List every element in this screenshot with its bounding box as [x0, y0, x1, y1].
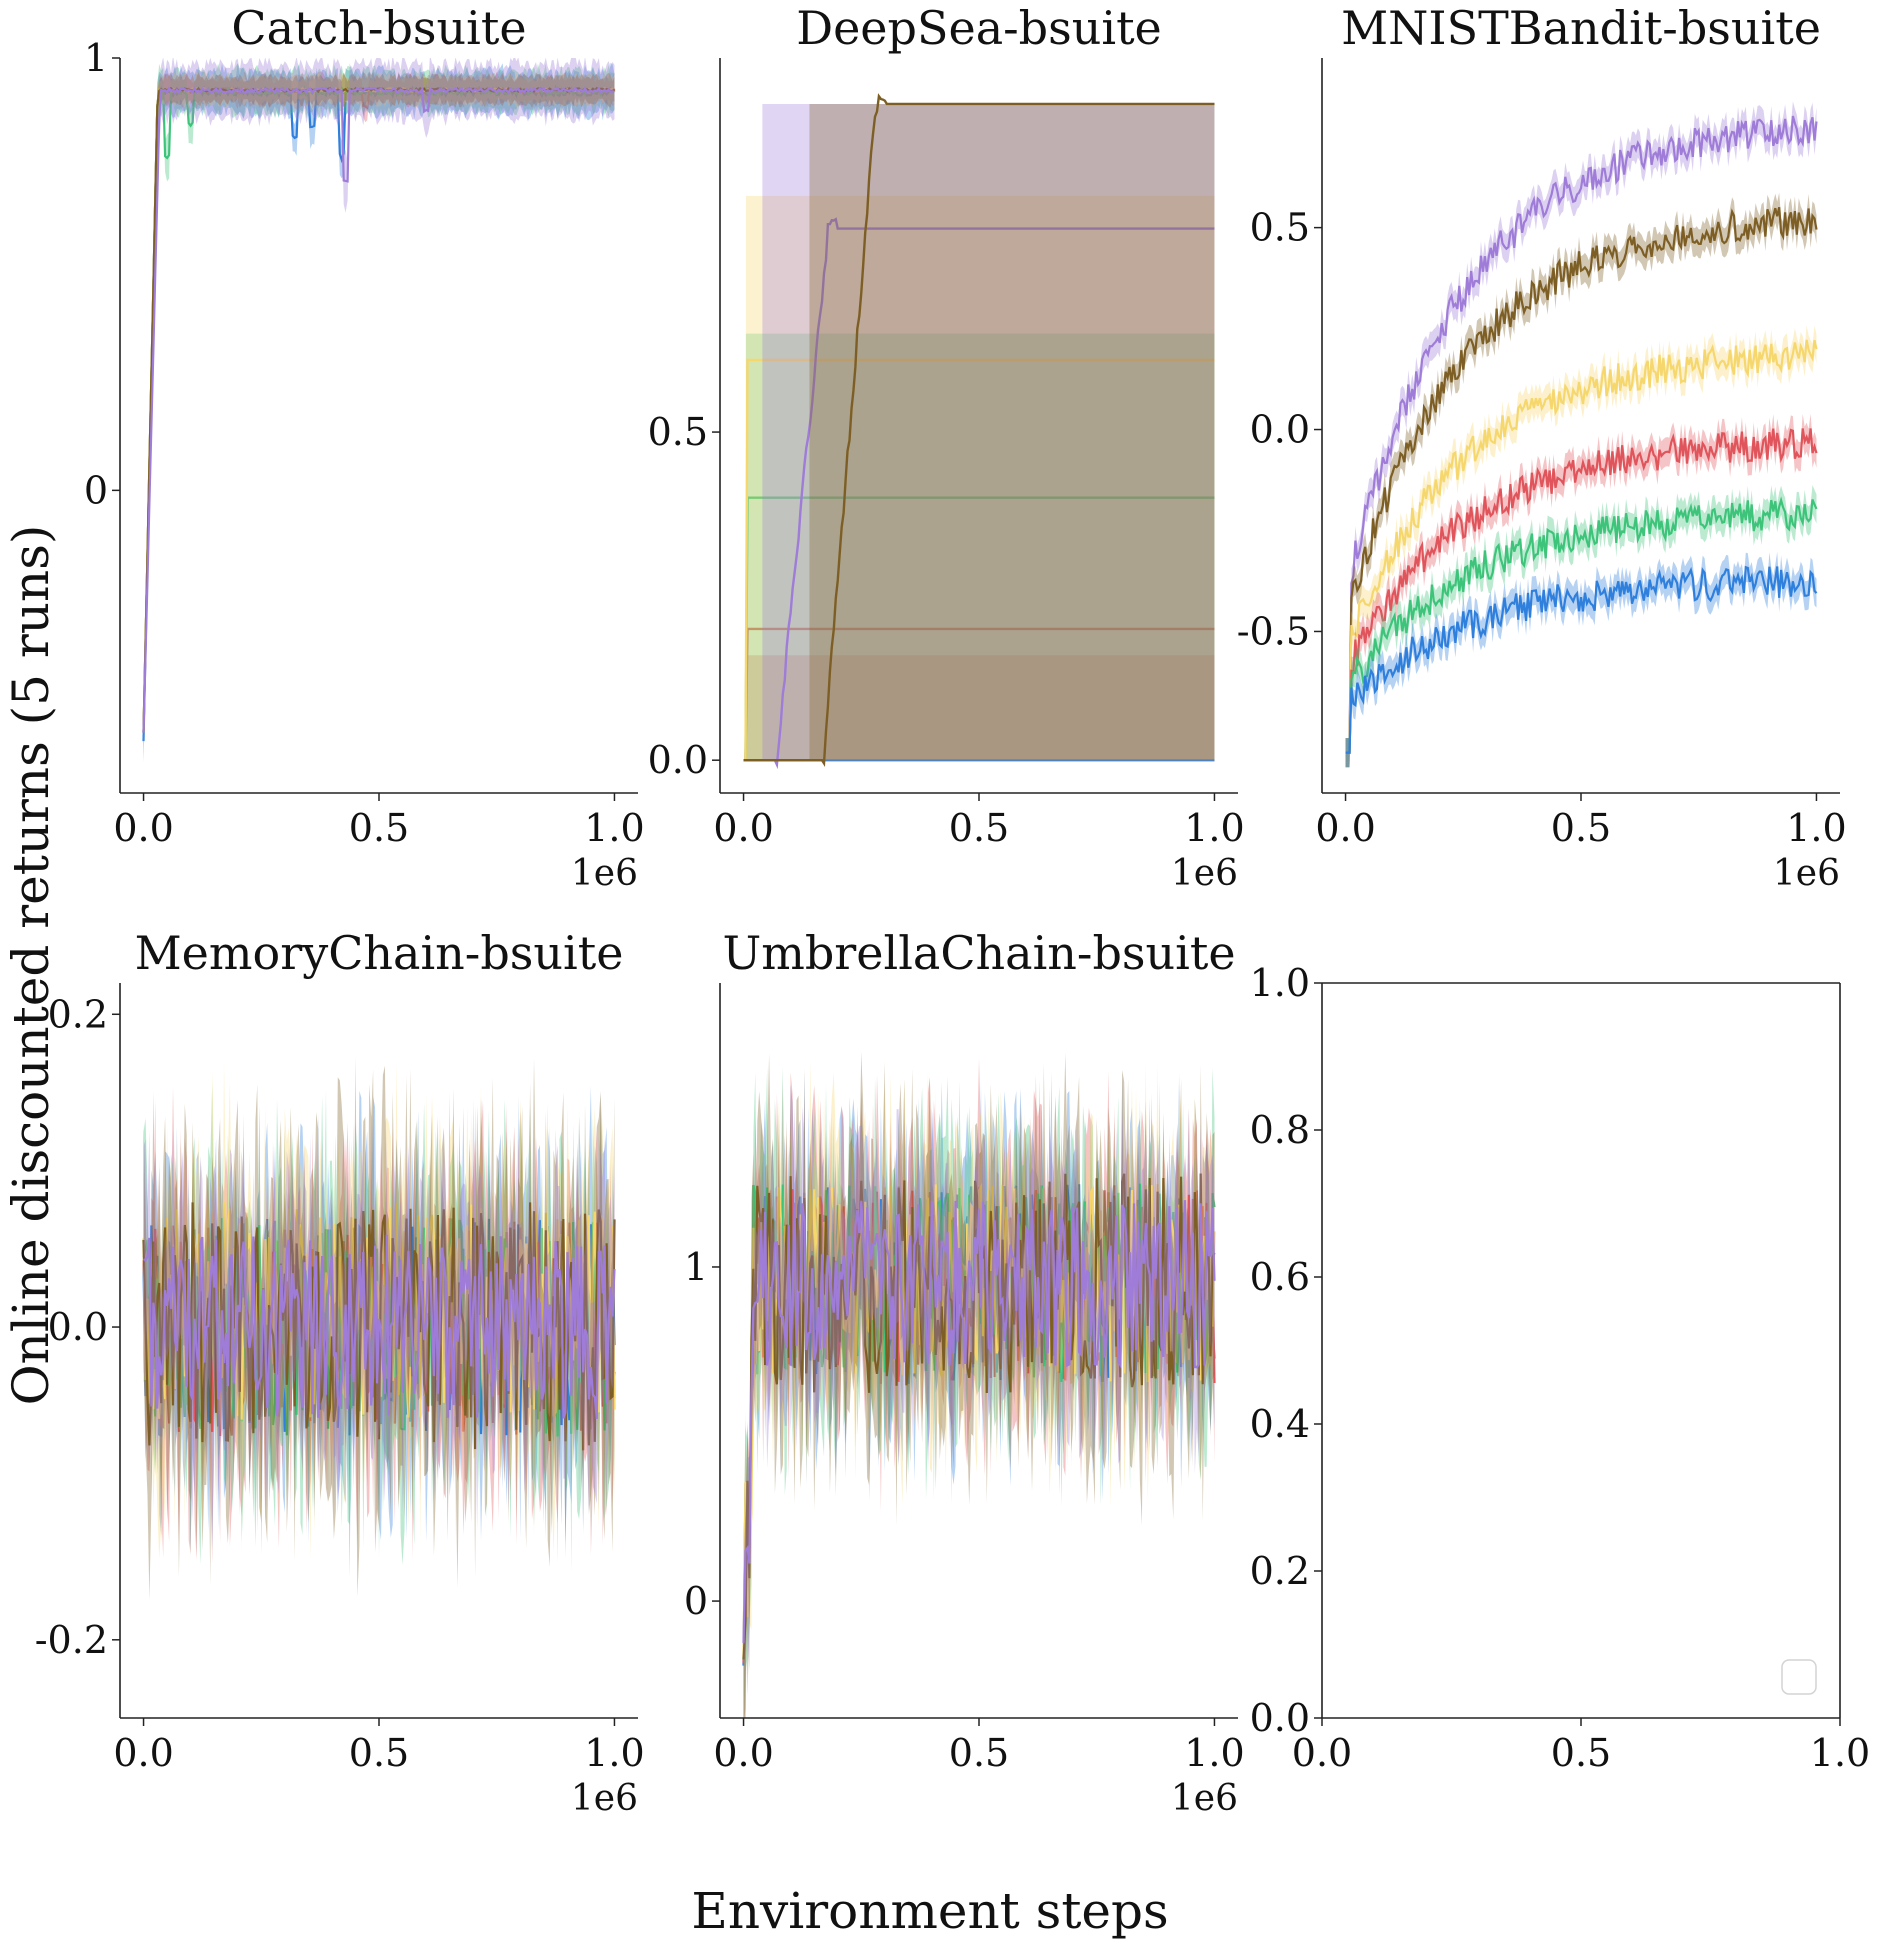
x-tick-label-empty: 0.5: [1551, 1731, 1611, 1775]
y-tick-label-memorychain: 0.0: [48, 1305, 108, 1349]
x-tick-label-catch: 0.5: [349, 806, 409, 850]
series-mnistbandit-green: [1345, 496, 1818, 754]
y-tick-label-empty: 0.0: [1250, 1696, 1310, 1740]
band-deepsea-purple: [762, 103, 1215, 761]
plot-area-memorychain: [142, 1056, 616, 1601]
y-tick-label-mnistbandit: -0.5: [1237, 609, 1310, 653]
series-catch-blue: [142, 84, 616, 742]
panel-title-umbrellachain: UmbrellaChain-bsuite: [722, 926, 1235, 980]
band-mnistbandit-yellow: [1345, 325, 1817, 768]
y-tick-label-catch: 0: [84, 468, 108, 512]
series-catch-red: [142, 86, 616, 733]
x-multiplier-mnistbandit: 1e6: [1773, 853, 1840, 894]
x-tick-label-deepsea: 1.0: [1184, 806, 1244, 850]
panel-title-deepsea: DeepSea-bsuite: [796, 1, 1162, 55]
y-tick-label-mnistbandit: 0.0: [1250, 408, 1310, 452]
figure-ylabel: Online discounted returns (5 runs): [2, 525, 60, 1406]
panel-title-catch: Catch-bsuite: [231, 1, 526, 55]
x-multiplier-catch: 1e6: [571, 853, 638, 894]
y-tick-label-umbrellachain: 0: [684, 1579, 708, 1623]
plot-area-mnistbandit: [1345, 101, 1818, 768]
y-tick-label-deepsea: 0.0: [648, 738, 708, 782]
band-deepsea-brown: [809, 103, 1215, 761]
y-tick-label-empty: 0.6: [1250, 1255, 1310, 1299]
series-deepsea-brown: [743, 93, 1215, 768]
plot-area-catch: [142, 58, 616, 763]
legend-box: [1781, 1659, 1817, 1695]
series-deepsea-red: [743, 627, 1215, 762]
y-tick-label-empty: 0.8: [1250, 1108, 1310, 1152]
plot-area-umbrellachain: [742, 1051, 1216, 1718]
panel-title-mnistbandit: MNISTBandit-bsuite: [1341, 1, 1821, 55]
series-mnistbandit-yellow: [1345, 339, 1818, 754]
x-multiplier-deepsea: 1e6: [1171, 853, 1238, 894]
y-tick-label-deepsea: 0.5: [648, 410, 708, 454]
y-tick-label-memorychain: -0.2: [35, 1618, 108, 1662]
plot-area-deepsea: [743, 93, 1215, 770]
x-tick-label-mnistbandit: 0.5: [1551, 806, 1611, 850]
panel-title-memorychain: MemoryChain-bsuite: [135, 926, 624, 980]
y-tick-label-memorychain: 0.2: [48, 992, 108, 1036]
x-tick-label-memorychain: 0.0: [113, 1731, 173, 1775]
x-tick-label-mnistbandit: 1.0: [1786, 806, 1846, 850]
series-catch-yellow: [142, 86, 616, 733]
x-tick-label-empty: 0.0: [1292, 1731, 1352, 1775]
band-catch-green: [143, 63, 615, 754]
x-tick-label-mnistbandit: 0.0: [1315, 806, 1375, 850]
band-catch-purple: [143, 58, 615, 762]
series-deepsea-green: [743, 496, 1215, 762]
panel-empty: 0.0 0.5 1.0 0.0 0.2 0.4 0.6 0.8 1.0: [1250, 961, 1871, 1775]
figure-xlabel: Environment steps: [691, 1882, 1168, 1940]
x-multiplier-memorychain: 1e6: [571, 1778, 638, 1819]
series-umbrellachain-yellow: [742, 1182, 1216, 1658]
x-multiplier-umbrellachain: 1e6: [1171, 1778, 1238, 1819]
band-deepsea-green: [745, 333, 1215, 761]
series-mnistbandit-blue: [1345, 565, 1818, 754]
x-tick-label-umbrellachain: 0.0: [713, 1731, 773, 1775]
y-tick-label-catch: 1: [84, 36, 108, 80]
series-catch-brown: [142, 86, 616, 733]
band-memorychain-brown: [143, 1056, 615, 1601]
x-tick-label-umbrellachain: 0.5: [949, 1731, 1009, 1775]
band-mnistbandit-red: [1345, 413, 1817, 768]
x-tick-label-deepsea: 0.0: [713, 806, 773, 850]
x-tick-label-memorychain: 0.5: [349, 1731, 409, 1775]
series-memorychain-yellow: [142, 1202, 616, 1421]
series-catch-green: [142, 85, 615, 733]
x-tick-label-catch: 0.0: [113, 806, 173, 850]
band-catch-yellow: [143, 71, 615, 747]
y-tick-label-umbrellachain: 1: [684, 1245, 708, 1289]
band-catch-blue: [143, 62, 615, 763]
x-tick-label-catch: 1.0: [584, 806, 644, 850]
band-catch-red: [143, 71, 615, 747]
x-tick-label-umbrellachain: 1.0: [1184, 1731, 1244, 1775]
series-deepsea-purple: [743, 217, 1215, 770]
series-memorychain-purple: [142, 1234, 616, 1420]
y-tick-label-empty: 0.4: [1250, 1402, 1310, 1446]
band-catch-brown: [143, 71, 615, 748]
series-umbrellachain-purple: [742, 1200, 1216, 1643]
y-tick-label-empty: 1.0: [1250, 961, 1310, 1005]
series-mnistbandit-red: [1345, 428, 1818, 754]
series-catch-purple: [142, 85, 615, 733]
x-tick-label-empty: 1.0: [1810, 1731, 1870, 1775]
series-mnistbandit-purple: [1345, 115, 1818, 754]
band-deepsea-yellow: [745, 195, 1215, 761]
y-tick-label-mnistbandit: 0.5: [1250, 206, 1310, 250]
x-tick-label-memorychain: 1.0: [584, 1731, 644, 1775]
band-mnistbandit-blue: [1345, 551, 1817, 768]
series-deepsea-yellow: [743, 358, 1215, 762]
band-deepsea-red: [745, 655, 1215, 761]
y-tick-label-empty: 0.2: [1250, 1549, 1310, 1593]
band-umbrellachain-purple: [743, 1105, 1215, 1718]
series-mnistbandit-brown: [1345, 206, 1818, 754]
x-tick-label-deepsea: 0.5: [949, 806, 1009, 850]
